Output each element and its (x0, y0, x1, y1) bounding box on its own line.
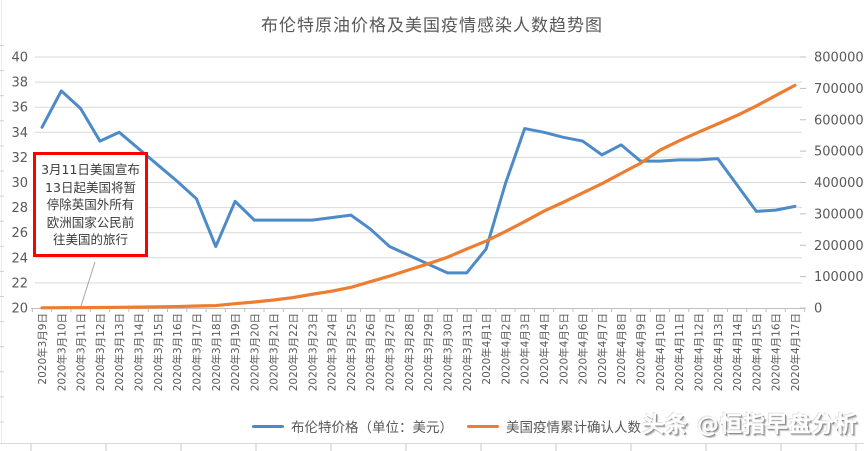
legend-label-brent: 布伦特价格（单位：美元） (291, 420, 453, 436)
svg-text:800000: 800000 (814, 51, 864, 66)
svg-text:38: 38 (11, 76, 28, 91)
svg-text:30: 30 (11, 176, 28, 191)
svg-text:300000: 300000 (814, 207, 864, 222)
svg-text:2020年4月8日: 2020年4月8日 (615, 313, 628, 385)
svg-text:100000: 100000 (814, 270, 864, 285)
svg-text:40: 40 (11, 51, 28, 66)
svg-text:2020年4月16日: 2020年4月16日 (770, 313, 783, 391)
svg-text:200000: 200000 (814, 239, 864, 254)
svg-text:2020年4月13日: 2020年4月13日 (712, 313, 725, 391)
svg-text:2020年4月3日: 2020年4月3日 (519, 313, 532, 385)
svg-text:2020年4月12日: 2020年4月12日 (692, 313, 705, 391)
svg-text:2020年3月21日: 2020年3月21日 (268, 313, 281, 391)
left-axis-labels: 20 22 24 26 28 30 32 34 36 38 40 (11, 51, 28, 317)
svg-text:500000: 500000 (814, 145, 864, 160)
svg-text:2020年3月19日: 2020年3月19日 (229, 313, 242, 391)
svg-text:2020年4月2日: 2020年4月2日 (499, 313, 512, 385)
right-axis-ticks (800, 56, 806, 309)
svg-text:34: 34 (11, 126, 28, 141)
chart-legend: 布伦特价格（单位：美元） 美国疫情累计确认人数 (252, 416, 641, 436)
toutiao-watermark: 头条 @恒指早盘分析 (642, 413, 858, 438)
svg-text:400000: 400000 (814, 176, 864, 191)
svg-text:2020年3月31日: 2020年3月31日 (461, 313, 474, 391)
svg-text:2020年4月6日: 2020年4月6日 (577, 313, 590, 385)
svg-text:2020年3月12日: 2020年3月12日 (94, 313, 107, 391)
svg-text:2020年3月14日: 2020年3月14日 (133, 313, 146, 391)
svg-text:2020年3月22日: 2020年3月22日 (287, 313, 300, 391)
svg-text:2020年3月24日: 2020年3月24日 (326, 313, 339, 391)
legend-item-brent: 布伦特价格（单位：美元） (252, 416, 453, 436)
chart-title: 布伦特原油价格及美国疫情感染人数趋势图 (261, 16, 603, 36)
svg-text:26: 26 (11, 226, 28, 241)
svg-text:2020年3月15日: 2020年3月15日 (152, 313, 165, 391)
brent-price-line (40, 89, 797, 275)
svg-text:700000: 700000 (814, 82, 864, 97)
svg-text:2020年4月9日: 2020年4月9日 (635, 313, 648, 385)
legend-label-covid: 美国疫情累计确认人数 (506, 420, 641, 436)
legend-item-covid: 美国疫情累计确认人数 (467, 416, 641, 436)
right-axis-labels: 0 100000 200000 300000 400000 500000 600000 700… (814, 51, 864, 317)
svg-text:2020年4月14日: 2020年4月14日 (731, 313, 744, 391)
svg-text:32: 32 (11, 151, 28, 166)
svg-text:2020年3月13日: 2020年3月13日 (113, 313, 126, 391)
svg-text:2020年3月9日: 2020年3月9日 (36, 313, 49, 385)
svg-text:2020年3月28日: 2020年3月28日 (403, 313, 416, 391)
svg-text:2020年3月27日: 2020年3月27日 (384, 313, 397, 391)
covid-cases-line (40, 83, 797, 310)
covid-line-swatch (467, 424, 499, 428)
svg-text:0: 0 (814, 302, 822, 317)
svg-text:2020年3月18日: 2020年3月18日 (210, 313, 223, 391)
x-axis (31, 308, 806, 312)
svg-text:2020年4月1日: 2020年4月1日 (480, 313, 493, 385)
svg-text:2020年4月4日: 2020年4月4日 (538, 313, 551, 385)
svg-text:28: 28 (11, 201, 28, 216)
svg-text:2020年3月10日: 2020年3月10日 (55, 313, 68, 391)
svg-text:2020年3月20日: 2020年3月20日 (248, 313, 261, 391)
svg-text:600000: 600000 (814, 113, 864, 128)
brent-line-swatch (252, 424, 284, 428)
annotation-callout: 3月11日美国宣布 13日起美国将暂 停除英国外所有 欧洲国家公民前 往美国的旅… (33, 152, 148, 257)
svg-text:2020年4月10日: 2020年4月10日 (654, 313, 667, 391)
svg-text:2020年3月26日: 2020年3月26日 (364, 313, 377, 391)
svg-text:2020年4月11日: 2020年4月11日 (673, 313, 686, 391)
svg-text:2020年4月5日: 2020年4月5日 (557, 313, 570, 385)
svg-text:36: 36 (11, 101, 28, 116)
svg-text:2020年3月29日: 2020年3月29日 (422, 313, 435, 391)
svg-text:2020年3月11日: 2020年3月11日 (75, 313, 88, 391)
svg-text:2020年3月25日: 2020年3月25日 (345, 313, 358, 391)
svg-text:22: 22 (11, 276, 28, 291)
svg-text:2020年3月23日: 2020年3月23日 (306, 313, 319, 391)
svg-text:2020年3月17日: 2020年3月17日 (190, 313, 203, 391)
gridlines (35, 56, 802, 284)
x-axis-labels: 2020年3月9日 2020年3月10日 2020年3月11日 2020年3月12日 2… (36, 313, 802, 391)
svg-text:24: 24 (11, 251, 28, 266)
svg-text:2020年3月30日: 2020年3月30日 (441, 313, 454, 391)
svg-text:2020年4月17日: 2020年4月17日 (789, 313, 802, 391)
svg-text:2020年4月15日: 2020年4月15日 (750, 313, 763, 391)
svg-text:2020年3月16日: 2020年3月16日 (171, 313, 184, 391)
svg-text:20: 20 (11, 302, 28, 317)
svg-text:2020年4月7日: 2020年4月7日 (596, 313, 609, 385)
annotation-leader-line (80, 261, 96, 307)
